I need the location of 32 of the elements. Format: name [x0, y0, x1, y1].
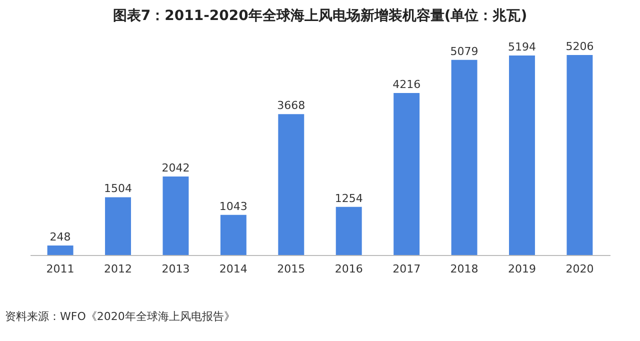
data-label: 5079: [450, 44, 478, 58]
bar: [394, 93, 420, 255]
data-label: 3668: [277, 99, 306, 112]
data-label: 1254: [334, 192, 363, 205]
bar: [162, 176, 189, 255]
bar: [451, 60, 478, 255]
bar: [220, 214, 246, 255]
x-tick-label: 2020: [566, 262, 594, 276]
x-tick-label: 2012: [104, 262, 132, 276]
x-tick-label: 2013: [162, 262, 190, 276]
text: 资料来源：WFO《2020年全球海上风电报告》: [5, 310, 235, 323]
chart-title: 图表7：2011-2020年全球海上风电场新增装机容量(单位：兆瓦): [112, 7, 528, 24]
x-tick-label: 2018: [450, 262, 478, 276]
data-label: 5194: [508, 40, 536, 54]
data-label: 1504: [104, 182, 132, 196]
x-tick-label: 2011: [46, 262, 74, 276]
x-tick-label: 2019: [508, 262, 536, 276]
x-tick-label: 2017: [392, 262, 421, 276]
data-label: 5206: [566, 40, 594, 53]
bar: [336, 206, 362, 255]
data-label: 1043: [219, 200, 248, 213]
x-tick-label: 2015: [277, 262, 306, 276]
bar: [278, 114, 304, 255]
data-label: 4216: [392, 78, 421, 92]
bar: [509, 55, 535, 255]
data-label: 2042: [162, 162, 190, 175]
data-label: 248: [50, 230, 71, 244]
bar: [566, 55, 593, 255]
x-tick-label: 2014: [219, 262, 248, 276]
bar: [105, 197, 131, 255]
bar: [47, 245, 74, 255]
x-tick-label: 2016: [334, 262, 363, 276]
